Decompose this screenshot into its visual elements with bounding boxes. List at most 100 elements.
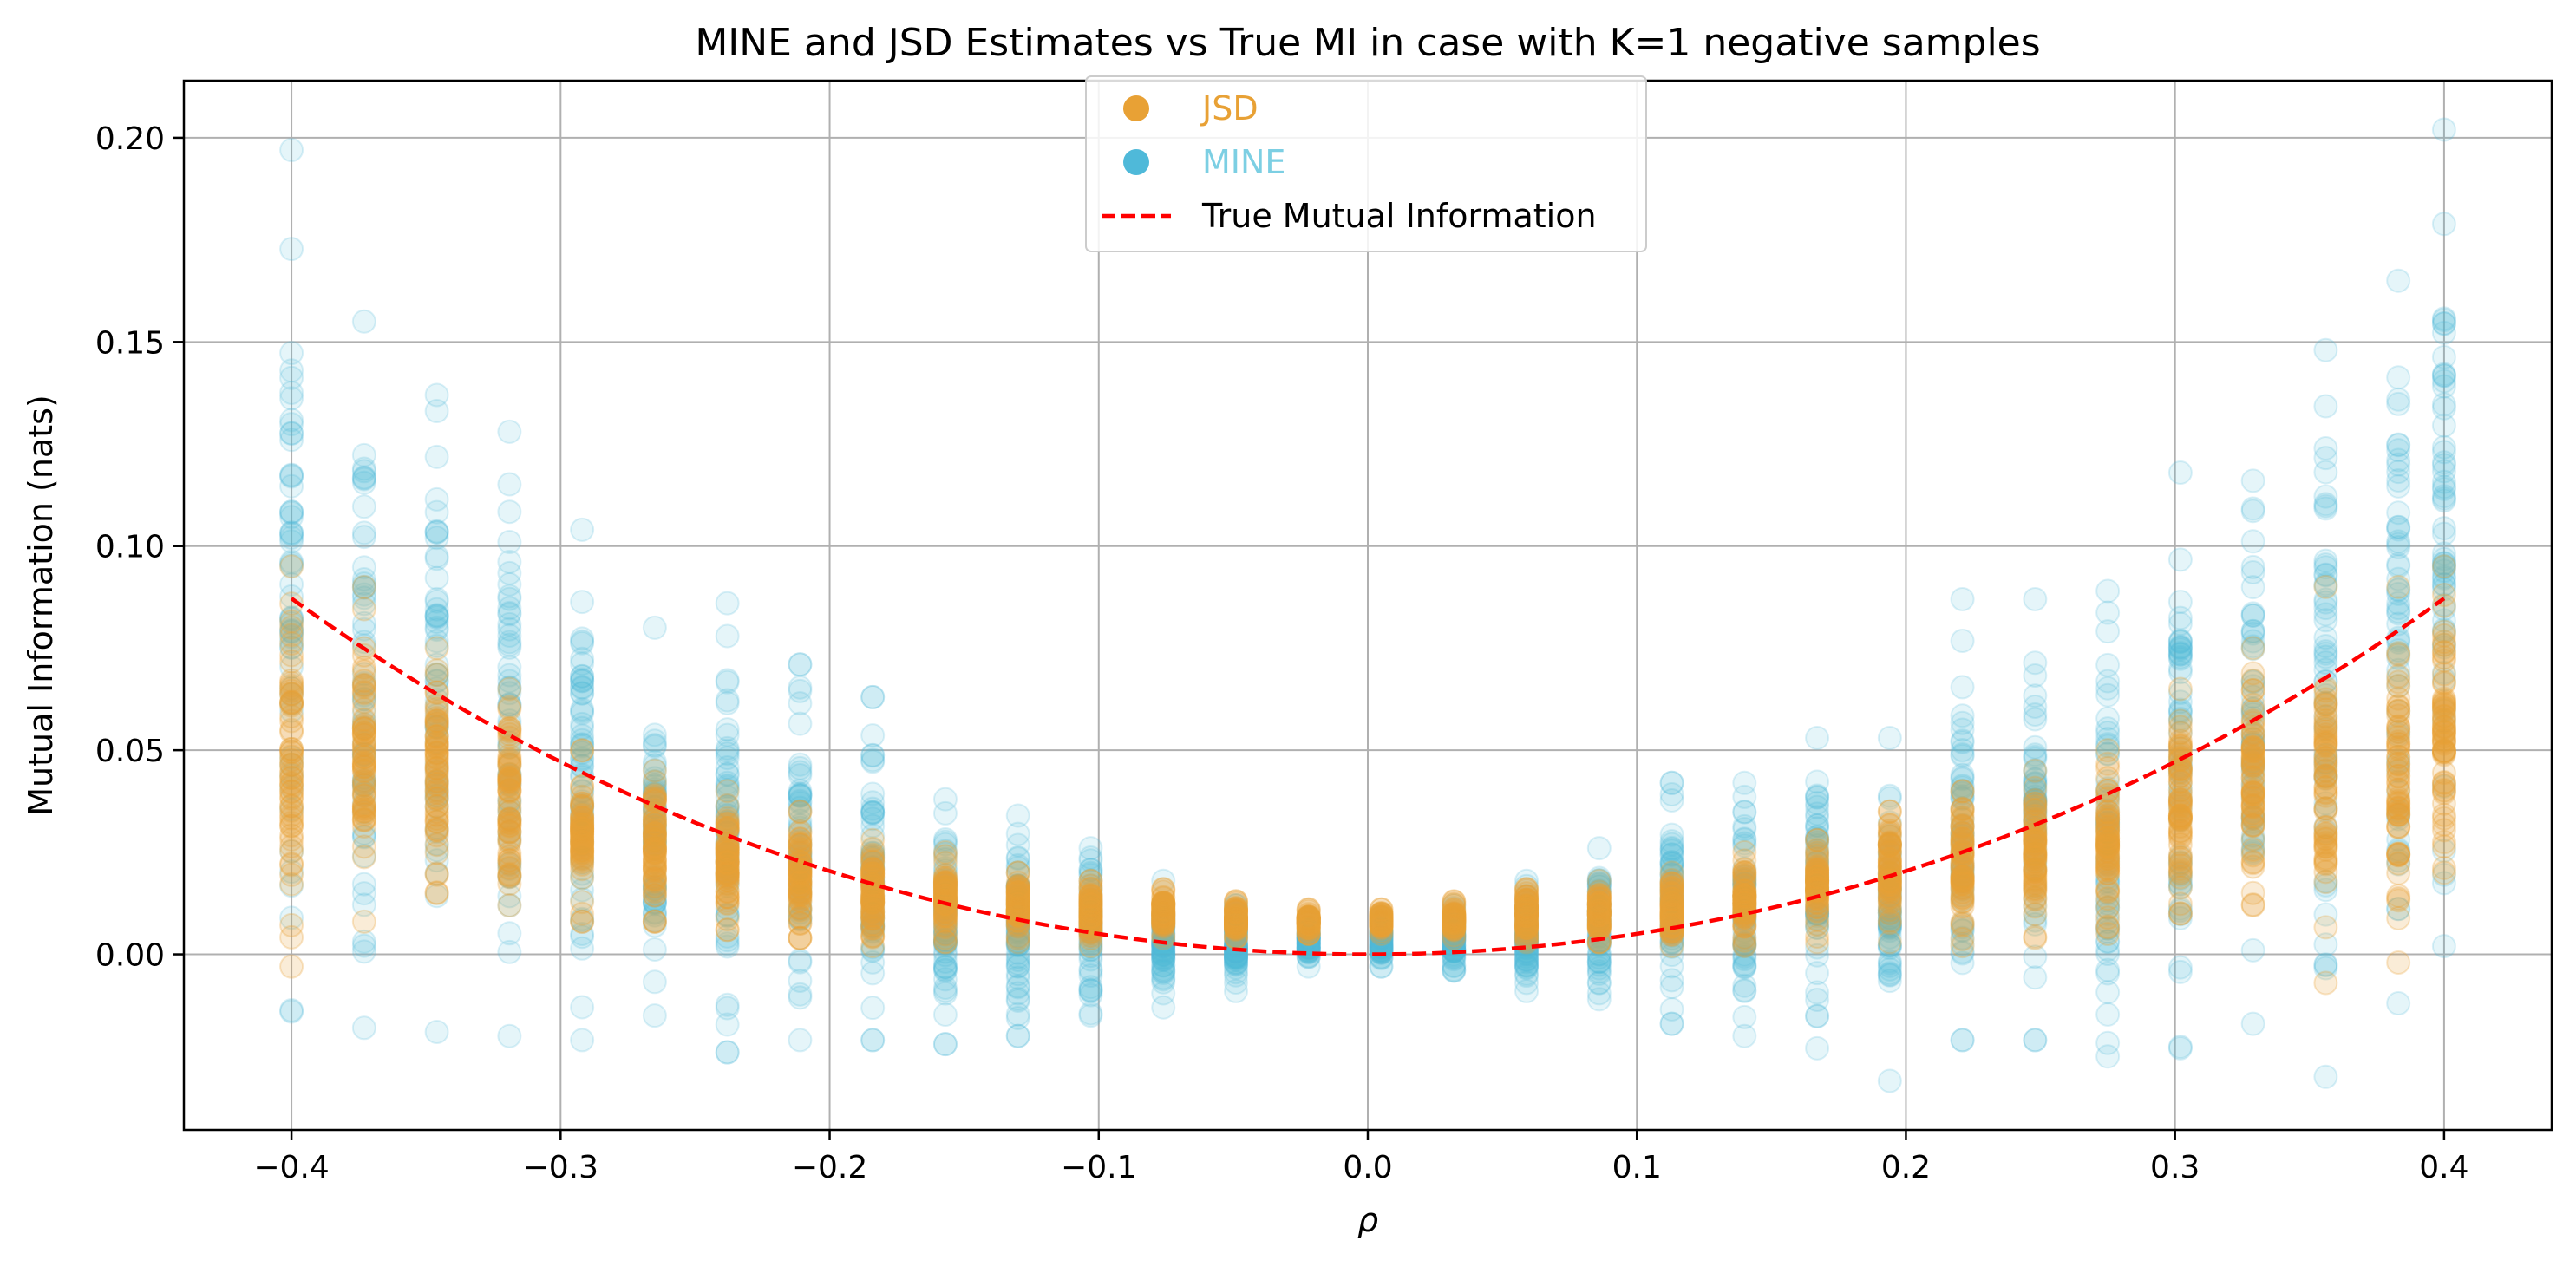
scatter-point <box>351 686 376 711</box>
scatter-point <box>788 1028 813 1053</box>
scatter-point <box>715 917 740 943</box>
scatter-point <box>2313 496 2338 521</box>
scatter-point <box>1950 934 1975 959</box>
scatter-point <box>570 845 595 871</box>
scatter-point <box>351 574 376 599</box>
scatter-point <box>860 800 886 826</box>
scatter-point <box>424 486 449 512</box>
scatter-point <box>932 1032 958 1057</box>
scatter-point <box>570 675 595 700</box>
scatter-point <box>932 955 958 980</box>
scatter-point <box>788 678 813 703</box>
chart-title: MINE and JSD Estimates vs True MI in cas… <box>695 21 2040 65</box>
scatter-point <box>2431 770 2456 795</box>
scatter-point <box>279 421 304 446</box>
scatter-point <box>351 309 376 334</box>
scatter-point <box>788 752 813 777</box>
scatter-point <box>351 700 376 725</box>
scatter-point <box>279 525 304 550</box>
scatter-point <box>932 939 958 964</box>
scatter-point <box>788 857 813 882</box>
scatter-point <box>351 456 376 481</box>
scatter-point <box>788 652 813 677</box>
scatter-point <box>932 930 958 956</box>
scatter-point <box>351 800 376 825</box>
scatter-point <box>932 930 958 956</box>
scatter-point <box>2240 468 2265 493</box>
scatter-point <box>932 978 958 1003</box>
scatter-point <box>860 845 886 870</box>
scatter-point <box>497 560 522 585</box>
scatter-point <box>932 911 958 937</box>
scatter-point <box>351 682 376 708</box>
x-axis-label: ρ <box>1357 1201 1378 1239</box>
scatter-point <box>932 858 958 883</box>
scatter-point <box>351 459 376 484</box>
scatter-point <box>788 982 813 1007</box>
scatter-point <box>642 900 667 925</box>
scatter-point <box>2431 554 2456 579</box>
scatter-point <box>1005 930 1030 955</box>
scatter-point <box>1078 891 1103 917</box>
scatter-point <box>642 749 667 774</box>
scatter-point <box>279 551 304 576</box>
scatter-point <box>279 607 304 632</box>
scatter-point <box>1586 956 1612 981</box>
scatter-point <box>1078 1001 1103 1026</box>
scatter-point <box>715 928 740 953</box>
scatter-point <box>715 1012 740 1037</box>
scatter-point <box>424 784 449 809</box>
scatter-point <box>860 813 886 839</box>
scatter-point <box>279 617 304 643</box>
scatter-point <box>788 819 813 844</box>
scatter-point <box>2313 639 2338 664</box>
scatter-point <box>1296 954 1321 979</box>
scatter-point <box>2167 676 2193 702</box>
scatter-point <box>788 760 813 785</box>
scatter-point <box>570 681 595 706</box>
scatter-point <box>424 735 449 761</box>
scatter-point <box>860 913 886 938</box>
scatter-point <box>497 584 522 609</box>
scatter-point <box>1078 937 1103 962</box>
scatter-point <box>1078 887 1103 912</box>
scatter-point <box>860 851 886 876</box>
scatter-point <box>642 913 667 938</box>
scatter-point <box>932 917 958 943</box>
scatter-point <box>788 950 813 975</box>
scatter-point <box>1659 860 1684 885</box>
scatter-point <box>715 785 740 810</box>
scatter-point <box>279 635 304 660</box>
scatter-point <box>279 691 304 716</box>
scatter-point <box>788 675 813 700</box>
scatter-point <box>570 663 595 689</box>
scatter-point <box>1005 873 1030 898</box>
scatter-point <box>2095 738 2121 763</box>
scatter-point <box>715 754 740 780</box>
scatter-point <box>1078 978 1103 1003</box>
scatter-point <box>932 826 958 852</box>
scatter-point <box>788 847 813 872</box>
y-axis-label: Mutual Information (nats) <box>22 395 60 816</box>
scatter-point <box>1805 930 1830 955</box>
scatter-point <box>351 844 376 869</box>
scatter-point <box>715 722 740 747</box>
scatter-point <box>1151 877 1176 902</box>
scatter-point <box>932 878 958 903</box>
scatter-point <box>642 830 667 855</box>
scatter-point <box>2313 832 2338 858</box>
scatter-point <box>279 554 304 579</box>
legend-mine-marker <box>1123 149 1149 175</box>
scatter-point <box>424 769 449 794</box>
scatter-point <box>2431 640 2456 665</box>
scatter-point <box>715 1040 740 1065</box>
scatter-point <box>860 914 886 939</box>
scatter-point <box>570 861 595 886</box>
scatter-point <box>351 466 376 491</box>
scatter-point <box>497 549 522 574</box>
scatter-point <box>932 829 958 854</box>
scatter-point <box>279 682 304 707</box>
scatter-point <box>860 857 886 882</box>
scatter-point <box>2167 589 2193 614</box>
scatter-point <box>715 803 740 828</box>
